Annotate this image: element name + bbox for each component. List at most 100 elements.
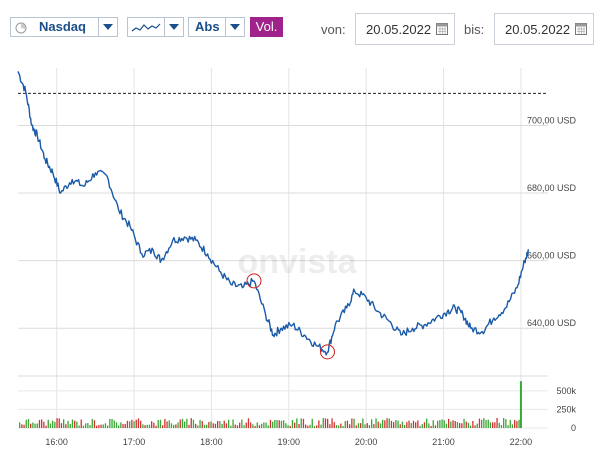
volume-bar [305,424,307,428]
scale-select[interactable]: Abs [188,17,245,37]
volume-bar [454,420,456,428]
volume-bar [399,424,401,428]
volume-bar [210,421,212,428]
index-select[interactable]: Nasdaq [10,17,118,37]
volume-bar [113,420,115,428]
volume-bar [41,419,43,428]
volume-bar [199,419,201,428]
price-chart: onvista 700,00 USD 680,00 USD 660,00 USD 64… [17,68,577,447]
volume-bar [177,422,179,428]
volume-bar [465,421,467,428]
volume-bar [69,423,71,428]
volume-bar [109,418,111,428]
y-tick-label: 660,00 USD [527,251,577,261]
volume-bar [344,421,346,428]
volume-bar [93,420,96,428]
volume-bar [71,419,74,428]
volume-bar [485,419,487,428]
calendar-icon[interactable] [575,22,587,40]
volume-bar [467,422,470,428]
volume-bar [236,425,239,428]
volume-bar [232,419,234,428]
volume-bar [342,425,344,428]
volume-bar [36,423,38,428]
volume-bar [487,419,489,428]
volume-bar [452,420,454,428]
volume-bar [252,424,254,428]
volume-bar [179,419,181,428]
volume-bar [269,419,272,428]
volume-bar [25,419,27,428]
volume-bar [173,424,175,428]
volume-bar [423,422,426,428]
volume-bar [265,422,267,428]
chevron-down-icon[interactable] [225,18,244,36]
volume-bar [298,423,300,428]
volume-bar [333,422,335,428]
volume-bar [456,421,459,428]
volume-bar [371,419,373,428]
volume-bar [329,424,331,428]
event-marker [246,273,262,289]
volume-bar [221,423,223,428]
to-label: bis: [464,22,485,37]
toolbar: Nasdaq Abs Vol. von: 20.05.2022 bis: 20.… [0,0,601,60]
volume-bar [379,423,382,428]
volume-bar [408,420,410,428]
volume-bar [166,421,168,428]
chevron-down-icon[interactable] [164,18,183,36]
from-date-value: 20.05.2022 [366,22,432,37]
volume-bar [214,423,217,428]
volume-bar [148,424,151,428]
chevron-down-icon[interactable] [98,18,117,36]
volume-bar [377,421,379,428]
volume-bar [225,423,228,428]
volume-toggle[interactable]: Vol. [250,17,283,37]
volume-bar [340,423,342,428]
volume-bar [505,419,507,428]
chart-type-select[interactable] [127,17,184,37]
volume-bar [78,425,80,428]
volume-bar [258,425,261,428]
volume-bar [280,420,283,428]
x-tick-label: 22:00 [510,437,533,447]
volume-bar [274,419,276,428]
calendar-icon[interactable] [436,22,448,40]
volume-bar [390,420,393,428]
volume-bar [30,423,32,428]
volume-bar [131,419,133,428]
volume-bar [129,421,131,428]
volume-bar [445,423,448,428]
volume-bar [511,424,514,428]
x-tick-label: 18:00 [200,437,223,447]
volume-bar [85,423,87,428]
volume-bar [316,425,318,428]
volume-bar [34,423,36,428]
volume-bar [434,425,437,428]
volume-bar [311,418,313,428]
to-date-field[interactable]: 20.05.2022 [494,13,594,45]
x-tick-label: 21:00 [432,437,455,447]
volume-bar [294,422,296,428]
volume-bar [368,425,371,428]
volume-bar [516,421,518,428]
volume-bar [100,424,102,428]
volume-bar [318,420,320,428]
event-markers [246,273,335,360]
volume-bar [155,425,157,428]
volume-bar [107,425,109,428]
volume-bar [80,419,82,428]
volume-bar [91,418,93,428]
volume-bar [228,419,230,428]
volume-bar [313,425,316,428]
volume-bar [388,418,390,428]
volume-bar [45,425,47,428]
volume-bar [401,421,404,428]
watermark: onvista [237,243,357,281]
volume-tick-label: 500k [556,386,576,396]
volume-bar [417,420,419,428]
volume-bar [241,419,243,428]
from-date-field[interactable]: 20.05.2022 [355,13,455,45]
volume-bar [421,424,423,428]
volume-bar [243,425,245,428]
